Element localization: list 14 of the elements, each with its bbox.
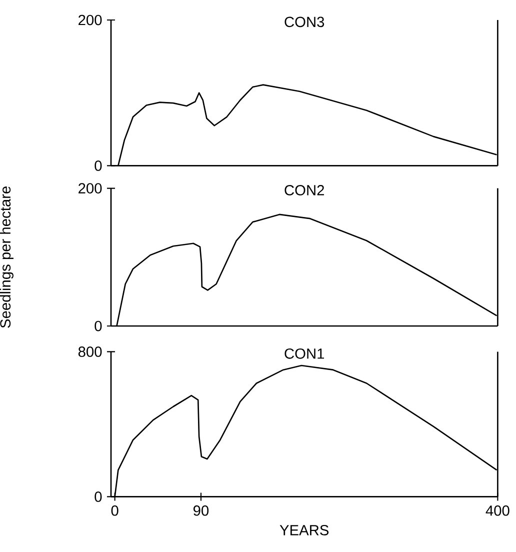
x-tick-label: 400 bbox=[486, 505, 510, 516]
y-tick-label: 800 bbox=[78, 346, 102, 357]
chart-title: CON2 bbox=[284, 185, 324, 196]
chart-title: CON1 bbox=[284, 348, 324, 359]
x-axis-title: YEARS bbox=[280, 524, 329, 536]
y-tick-label: 200 bbox=[78, 183, 102, 194]
y-tick-label: 0 bbox=[94, 492, 102, 502]
y-tick-label: 200 bbox=[78, 14, 102, 26]
y-axis-title: Seedlings per hectare bbox=[0, 186, 14, 328]
y-tick-label: 0 bbox=[94, 160, 102, 171]
x-tick-label: 90 bbox=[194, 505, 209, 516]
x-tick-label: 0 bbox=[111, 505, 118, 516]
y-tick-label: 0 bbox=[94, 320, 102, 332]
chart-title: CON3 bbox=[284, 16, 324, 28]
